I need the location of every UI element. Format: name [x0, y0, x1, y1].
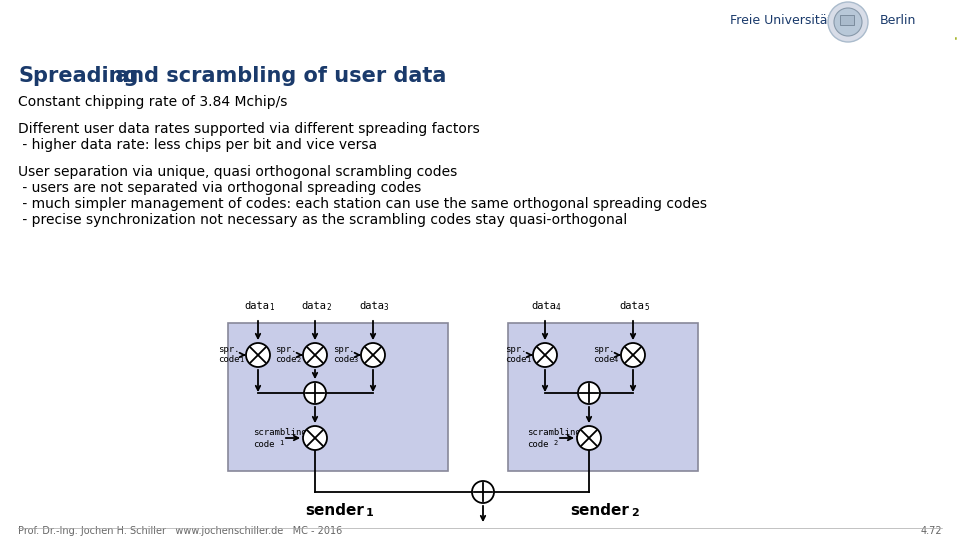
Circle shape — [533, 343, 557, 367]
Text: code: code — [275, 355, 297, 364]
Text: 2: 2 — [326, 303, 330, 312]
Text: data: data — [301, 301, 326, 311]
Circle shape — [834, 8, 862, 36]
Text: 2: 2 — [553, 440, 557, 446]
Text: 3: 3 — [354, 357, 358, 363]
FancyBboxPatch shape — [508, 323, 698, 471]
Text: User separation via unique, quasi orthogonal scrambling codes: User separation via unique, quasi orthog… — [18, 165, 457, 179]
Text: spr.: spr. — [505, 345, 526, 354]
Text: code: code — [527, 440, 548, 449]
FancyBboxPatch shape — [228, 323, 448, 471]
Text: code: code — [593, 355, 614, 364]
Text: 1: 1 — [239, 357, 243, 363]
Text: sender: sender — [305, 503, 365, 518]
Text: 4: 4 — [556, 303, 561, 312]
Text: data: data — [532, 301, 557, 311]
Circle shape — [472, 481, 494, 503]
Text: Constant chipping rate of 3.84 Mchip/s: Constant chipping rate of 3.84 Mchip/s — [18, 95, 287, 109]
Text: 1: 1 — [366, 508, 373, 518]
Text: scrambling: scrambling — [253, 428, 307, 437]
Text: Berlin: Berlin — [880, 14, 917, 26]
Circle shape — [303, 343, 327, 367]
Text: 1: 1 — [269, 303, 274, 312]
FancyBboxPatch shape — [690, 2, 955, 52]
Circle shape — [304, 382, 326, 404]
Text: spr.: spr. — [218, 345, 239, 354]
Text: code: code — [505, 355, 526, 364]
Text: sender: sender — [570, 503, 630, 518]
Text: Different user data rates supported via different spreading factors: Different user data rates supported via … — [18, 122, 480, 136]
Text: data: data — [359, 301, 385, 311]
Text: code: code — [253, 440, 275, 449]
Circle shape — [577, 426, 601, 450]
Text: 5: 5 — [644, 303, 649, 312]
Text: data: data — [245, 301, 270, 311]
Text: spr.: spr. — [593, 345, 614, 354]
Text: - users are not separated via orthogonal spreading codes: - users are not separated via orthogonal… — [18, 181, 421, 195]
Text: and scrambling of user data: and scrambling of user data — [108, 66, 446, 86]
Text: 4: 4 — [614, 357, 618, 363]
FancyBboxPatch shape — [840, 15, 854, 25]
Text: data: data — [619, 301, 644, 311]
Text: 1: 1 — [279, 440, 283, 446]
Text: 4.72: 4.72 — [921, 526, 942, 536]
Circle shape — [361, 343, 385, 367]
Text: 1: 1 — [526, 357, 530, 363]
Text: scrambling: scrambling — [527, 428, 581, 437]
Text: 2: 2 — [296, 357, 300, 363]
Text: Spreading: Spreading — [18, 66, 138, 86]
Text: - precise synchronization not necessary as the scrambling codes stay quasi-ortho: - precise synchronization not necessary … — [18, 213, 627, 227]
Circle shape — [303, 426, 327, 450]
Circle shape — [828, 2, 868, 42]
Text: Prof. Dr.-Ing. Jochen H. Schiller   www.jochenschiller.de   MC - 2016: Prof. Dr.-Ing. Jochen H. Schiller www.jo… — [18, 526, 343, 536]
Circle shape — [578, 382, 600, 404]
Text: 3: 3 — [384, 303, 389, 312]
Text: spr.: spr. — [333, 345, 354, 354]
Text: code: code — [333, 355, 354, 364]
Text: Freie Universität: Freie Universität — [730, 14, 832, 26]
Text: spr.: spr. — [275, 345, 297, 354]
Text: - higher data rate: less chips per bit and vice versa: - higher data rate: less chips per bit a… — [18, 138, 377, 152]
Text: code: code — [218, 355, 239, 364]
Circle shape — [246, 343, 270, 367]
Text: - much simpler management of codes: each station can use the same orthogonal spr: - much simpler management of codes: each… — [18, 197, 707, 211]
Circle shape — [621, 343, 645, 367]
Text: 2: 2 — [631, 508, 638, 518]
